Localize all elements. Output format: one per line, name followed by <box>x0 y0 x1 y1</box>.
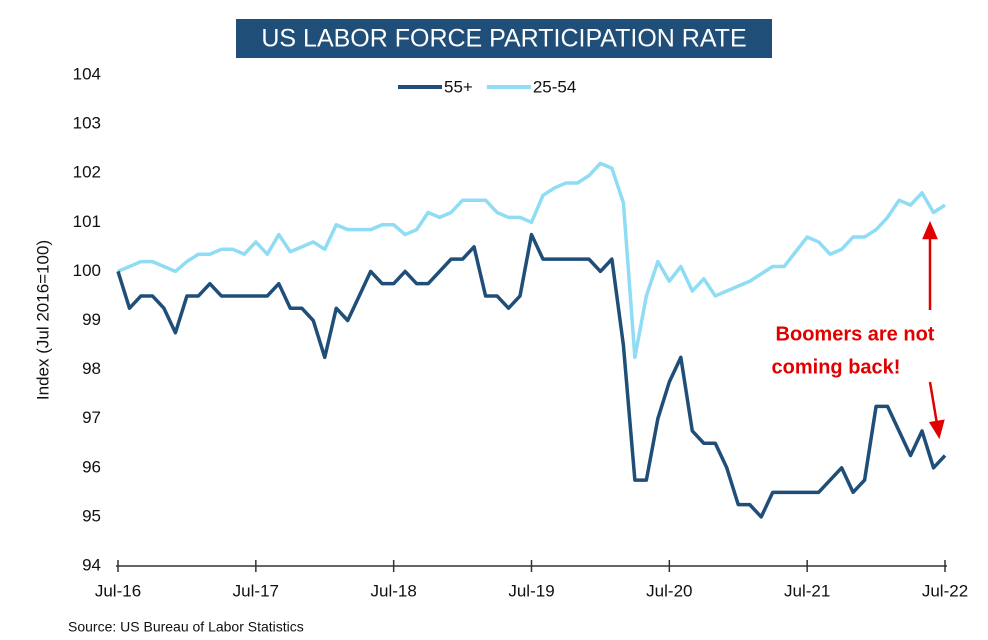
x-tick-label: Jul-16 <box>95 581 141 600</box>
arrow-head <box>922 220 938 240</box>
x-tick-label: Jul-17 <box>233 581 279 600</box>
y-tick-label: 102 <box>73 163 101 182</box>
x-tick-label: Jul-19 <box>508 581 554 600</box>
source-note: Source: US Bureau of Labor Statistics <box>68 619 304 635</box>
title-box <box>236 19 772 58</box>
x-tick-label: Jul-20 <box>646 581 692 600</box>
y-tick-label: 103 <box>73 114 101 133</box>
annotation: Boomers are not <box>776 323 935 345</box>
legend-label: 25-54 <box>533 77 576 96</box>
y-tick-label: 101 <box>73 212 101 231</box>
series-line <box>116 232 947 519</box>
y-axis-label: Index (Jul 2016=100) <box>33 240 52 400</box>
y-tick-label: 98 <box>82 359 101 378</box>
x-tick-label: Jul-18 <box>371 581 417 600</box>
x-tick-label: Jul-21 <box>784 581 830 600</box>
arrow-head <box>928 419 945 440</box>
chart-title: US LABOR FORCE PARTICIPATION RATE <box>261 25 746 53</box>
y-tick-label: 99 <box>82 310 101 329</box>
y-tick-label: 94 <box>82 555 101 574</box>
y-tick-label: 96 <box>82 457 101 476</box>
arrow <box>928 381 939 425</box>
x-tick-label: Jul-22 <box>922 581 968 600</box>
legend-label: 55+ <box>444 77 473 96</box>
y-tick-label: 97 <box>82 408 101 427</box>
annotation-arrows <box>922 220 945 440</box>
annotation: coming back! <box>772 356 901 378</box>
y-tick-label: 95 <box>82 506 101 525</box>
y-tick-label: 104 <box>73 64 101 83</box>
series-line <box>117 161 946 360</box>
y-tick-label: 100 <box>73 261 101 280</box>
